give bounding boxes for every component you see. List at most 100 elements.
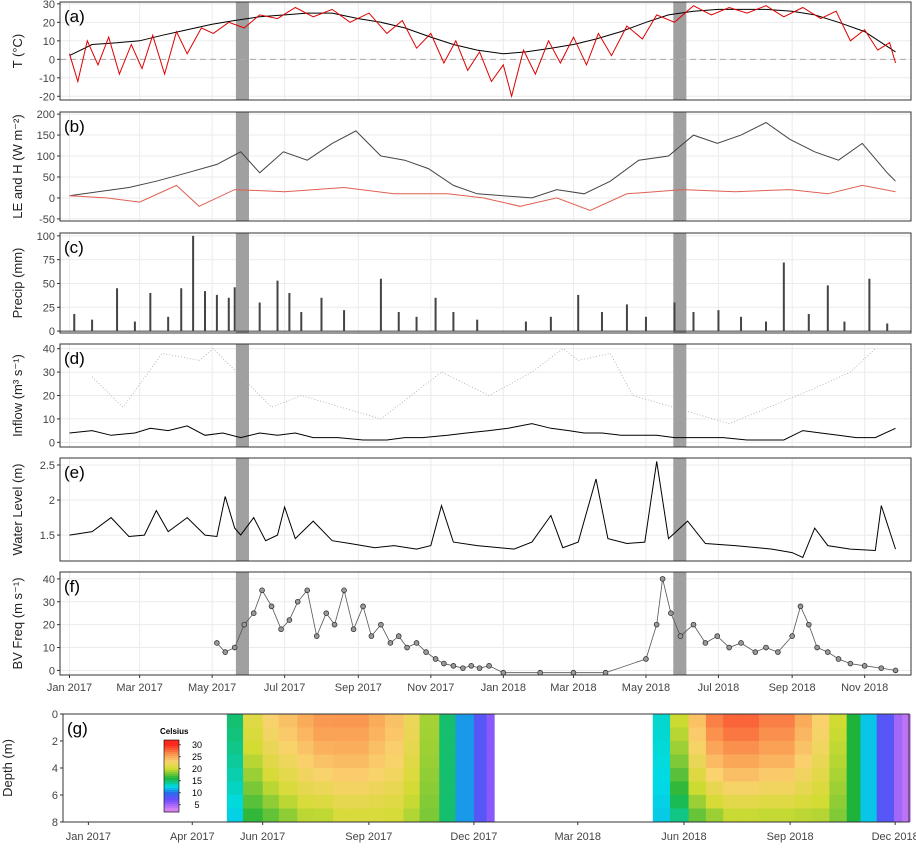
legend-color-step xyxy=(164,802,179,805)
heatmap-cell xyxy=(455,808,475,823)
bv-point xyxy=(441,660,447,667)
shaded-period xyxy=(673,233,687,333)
heatmap-cell xyxy=(794,795,813,809)
heatmap-cell xyxy=(829,781,848,796)
heatmap-cell xyxy=(333,795,350,809)
precip-bar xyxy=(180,288,183,332)
legend-color-step xyxy=(164,744,179,747)
y-tick-label: -50 xyxy=(39,214,55,226)
legend-color-step xyxy=(164,800,179,803)
heatmap-cell xyxy=(368,795,386,809)
precip-bar xyxy=(258,302,261,332)
panel-label: (b) xyxy=(64,117,85,136)
heatmap-cell xyxy=(262,754,280,769)
heatmap-cell xyxy=(902,795,911,809)
heatmap-cell xyxy=(758,714,777,728)
heatmap-cell xyxy=(262,768,280,782)
panel-label: (d) xyxy=(64,349,85,368)
heatmap-cell xyxy=(368,781,386,796)
y-tick-label: 20 xyxy=(43,17,55,29)
y-tick-label: 30 xyxy=(43,367,55,379)
heatmap-cell xyxy=(486,727,495,742)
heatmap-cell xyxy=(439,808,456,823)
x-tick-label: Jan 2018 xyxy=(481,682,526,694)
heatmap-cell xyxy=(385,714,404,728)
heatmap-cell xyxy=(349,808,370,823)
legend-color-step xyxy=(164,752,179,755)
heatmap-cell xyxy=(368,754,386,769)
panel-b xyxy=(57,111,912,222)
series-line-0 xyxy=(69,461,896,559)
heatmap-cell xyxy=(812,795,830,809)
precip-bar xyxy=(149,293,152,332)
heatmap-cell xyxy=(740,795,760,809)
heatmap-cell xyxy=(902,754,911,769)
y-tick-label: 2.5 xyxy=(40,460,55,472)
y-tick-label: 6 xyxy=(52,790,58,802)
bv-point xyxy=(892,667,899,674)
heatmap-cell xyxy=(385,727,404,742)
panel-d xyxy=(57,343,912,448)
heatmap-cell xyxy=(226,795,244,809)
heatmap-cell xyxy=(243,795,264,809)
heatmap-cell xyxy=(723,741,741,755)
y-tick-label: 40 xyxy=(43,574,55,586)
heatmap-cell xyxy=(652,781,671,796)
heatmap-cell xyxy=(812,714,830,728)
precip-bar xyxy=(300,312,303,332)
panel-label: (g) xyxy=(67,719,88,738)
bv-point xyxy=(797,603,804,610)
heatmap-cell xyxy=(876,808,895,823)
heatmap-cell xyxy=(846,741,862,755)
heatmap-cell xyxy=(705,754,724,769)
heatmap-cell xyxy=(455,781,475,796)
heatmap-cell xyxy=(333,714,350,728)
heatmap-cell xyxy=(349,727,370,742)
legend-color-step xyxy=(164,740,179,743)
series-line-1 xyxy=(69,184,896,212)
y-tick-label: 0 xyxy=(49,437,55,449)
heatmap-cell xyxy=(385,741,404,755)
heatmap-cell xyxy=(893,808,903,823)
legend-color-step xyxy=(164,756,179,759)
heatmap-cell xyxy=(486,808,495,823)
heatmap-cell xyxy=(688,795,707,809)
heatmap-cell xyxy=(876,781,895,796)
heatmap-cell xyxy=(860,727,878,742)
heatmap-cell xyxy=(670,714,690,728)
x-tick-label: Dec 2018 xyxy=(872,831,916,843)
bv-point xyxy=(278,626,284,633)
shaded-period xyxy=(235,2,249,100)
heatmap-cell xyxy=(403,754,421,769)
bv-point xyxy=(222,649,229,655)
heatmap-cell xyxy=(688,741,707,755)
heatmap-cell xyxy=(723,781,741,796)
heatmap-cell xyxy=(368,808,386,823)
precip-bar xyxy=(600,312,603,332)
heatmap-cell xyxy=(652,795,671,809)
heatmap-cell xyxy=(419,741,440,755)
panel-background xyxy=(60,112,911,221)
heatmap-cell xyxy=(243,768,264,782)
heatmap-cell xyxy=(893,768,903,782)
y-tick-label: 200 xyxy=(37,109,55,121)
heatmap-cell xyxy=(333,768,350,782)
bv-point xyxy=(763,644,769,651)
heatmap-cell xyxy=(860,808,878,823)
precip-bar xyxy=(524,321,527,332)
precip-bar xyxy=(886,323,889,332)
x-tick-label: Sep 2017 xyxy=(345,831,392,843)
y-tick-label: 50 xyxy=(43,172,55,184)
x-tick-label: Mar 2018 xyxy=(550,682,596,694)
heatmap-cell xyxy=(243,714,264,728)
x-tick-label: Apr 2017 xyxy=(170,831,215,843)
heatmap-cell xyxy=(846,808,862,823)
heatmap-cell xyxy=(243,754,264,769)
heatmap-cell xyxy=(403,714,421,728)
panel-e xyxy=(57,457,912,562)
heatmap-cell xyxy=(313,754,334,769)
heatmap-cell xyxy=(262,781,280,796)
heatmap-cell xyxy=(829,795,848,809)
shaded-period xyxy=(673,572,687,675)
panel-label: (f) xyxy=(64,577,80,596)
